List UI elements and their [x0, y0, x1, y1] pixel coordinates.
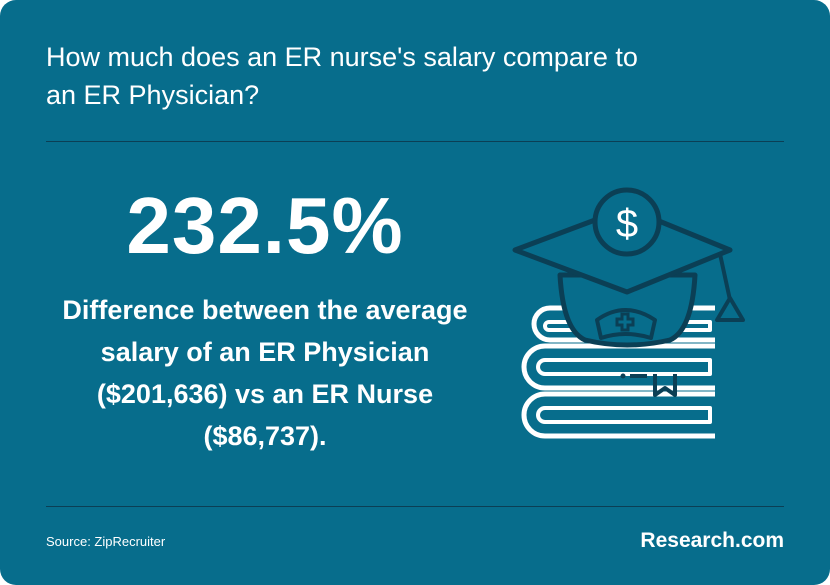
top-divider [46, 141, 784, 142]
nurse-hat-icon [595, 308, 657, 340]
bottom-divider [46, 506, 784, 507]
book-bottom-icon [521, 391, 715, 439]
dollar-sign-icon: $ [616, 202, 638, 246]
book-middle-icon [521, 343, 715, 391]
dollar-coin-icon [592, 187, 662, 257]
medical-cross-icon [615, 312, 635, 332]
stat-description: Difference between the average salary of… [62, 295, 468, 451]
tassel-icon [715, 296, 745, 322]
brand-logo: Research.com [640, 529, 784, 552]
percentage-stat: 232.5% [126, 181, 404, 270]
bookmark-icon [653, 374, 677, 397]
book-top-icon [531, 305, 715, 343]
source-note: Source: ZipRecruiter [46, 534, 166, 549]
page-title: How much does an ER nurse's salary compa… [46, 42, 638, 110]
graduation-cap-books-dollar-icon: $ [512, 187, 745, 439]
